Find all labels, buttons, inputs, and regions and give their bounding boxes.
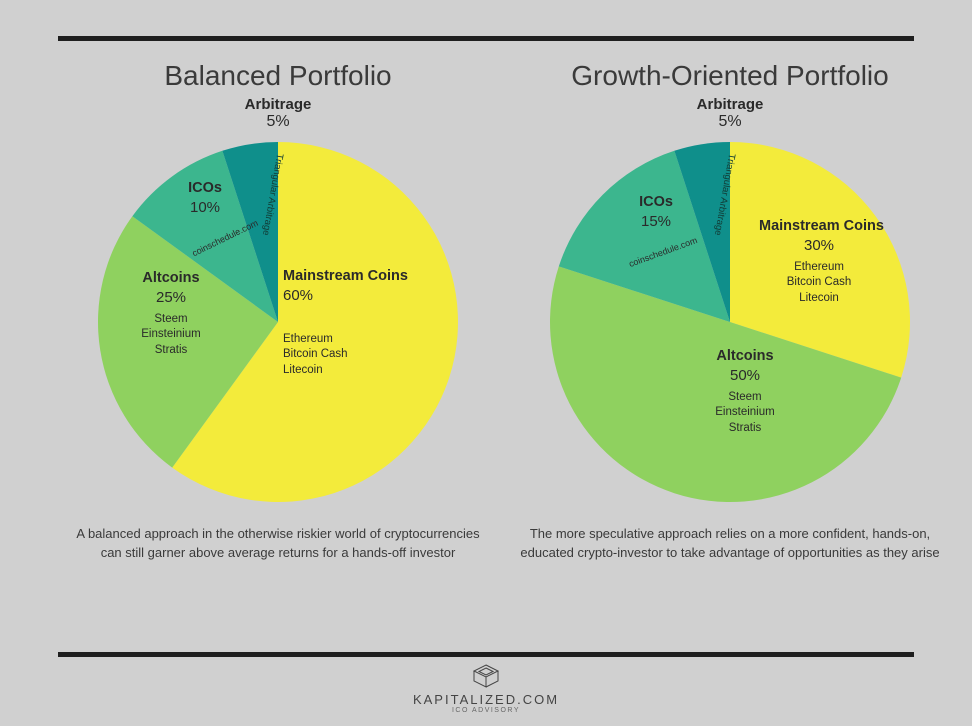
pie-svg <box>545 137 915 507</box>
bottom-divider <box>58 652 914 657</box>
panel-caption: The more speculative approach relies on … <box>510 525 950 563</box>
arbitrage-label: Arbitrage <box>510 96 950 113</box>
pie-svg <box>93 137 463 507</box>
growth-pie-chart: Mainstream Coins 30% Ethereum Bitcoin Ca… <box>545 137 915 507</box>
arbitrage-percent: 5% <box>58 113 498 131</box>
arbitrage-percent: 5% <box>510 113 950 131</box>
balanced-pie-chart: Mainstream Coins 60% Ethereum Bitcoin Ca… <box>93 137 463 507</box>
panel-caption: A balanced approach in the otherwise ris… <box>58 525 498 563</box>
arbitrage-label: Arbitrage <box>58 96 498 113</box>
top-divider <box>58 36 914 41</box>
logo-subtext: ICO ADVISORY <box>0 707 972 714</box>
cube-icon <box>471 664 501 690</box>
panel-title: Growth-Oriented Portfolio <box>510 60 950 92</box>
balanced-portfolio-panel: Balanced Portfolio Arbitrage 5% Mainstre… <box>58 60 498 563</box>
growth-portfolio-panel: Growth-Oriented Portfolio Arbitrage 5% M… <box>510 60 950 563</box>
panel-title: Balanced Portfolio <box>58 60 498 92</box>
brand-logo: KAPITALIZED.COM ICO ADVISORY <box>0 664 972 714</box>
logo-text: KAPITALIZED.COM <box>0 692 972 707</box>
